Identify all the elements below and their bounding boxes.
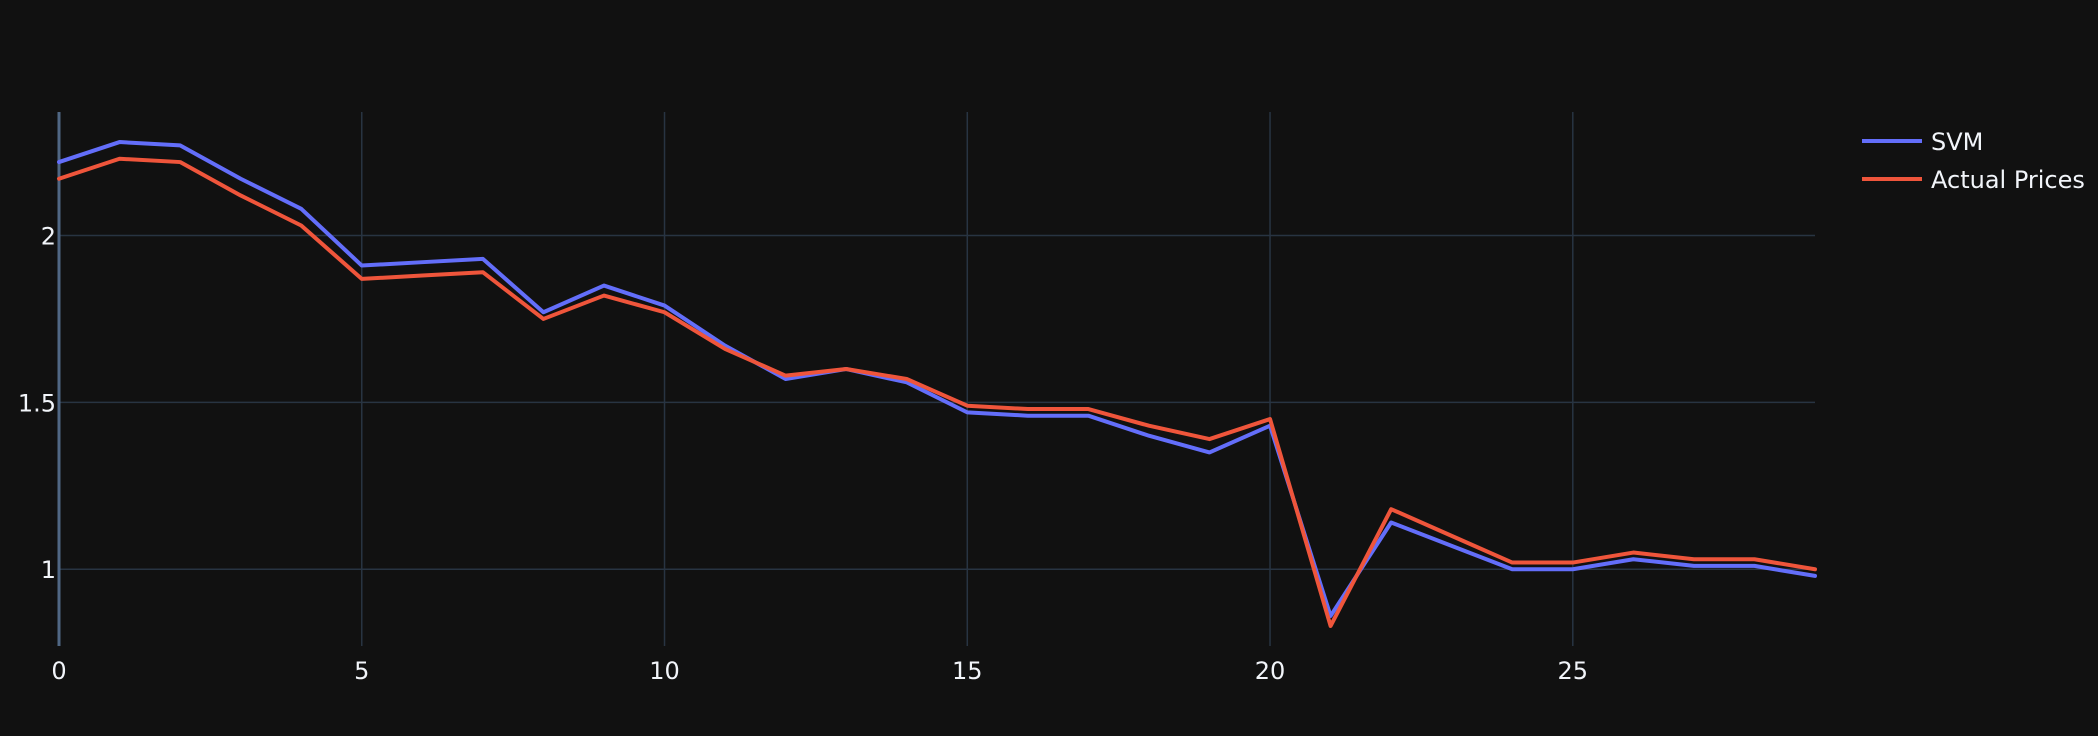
y-tick-label: 2	[41, 222, 56, 250]
y-tick-label: 1.5	[18, 389, 56, 417]
axes: 0 5 10 15 20 25 1 1.5 2	[18, 222, 1588, 685]
x-tick-label: 10	[649, 657, 680, 685]
y-tick-label: 1	[41, 556, 56, 584]
x-tick-label: 15	[952, 657, 983, 685]
x-tick-label: 20	[1255, 657, 1286, 685]
legend-label: SVM	[1931, 128, 1983, 156]
series-line-actual-prices	[57, 156, 1817, 628]
series-line-svm	[57, 140, 1817, 618]
legend-item-actual-prices[interactable]: Actual Prices	[1862, 166, 2085, 194]
series	[57, 140, 1817, 628]
x-tick-label: 25	[1558, 657, 1589, 685]
legend-label: Actual Prices	[1931, 166, 2085, 194]
x-tick-label: 5	[354, 657, 369, 685]
x-tick-label: 0	[51, 657, 66, 685]
legend-item-svm[interactable]: SVM	[1862, 128, 1983, 156]
legend[interactable]: SVM Actual Prices	[1862, 128, 2085, 194]
